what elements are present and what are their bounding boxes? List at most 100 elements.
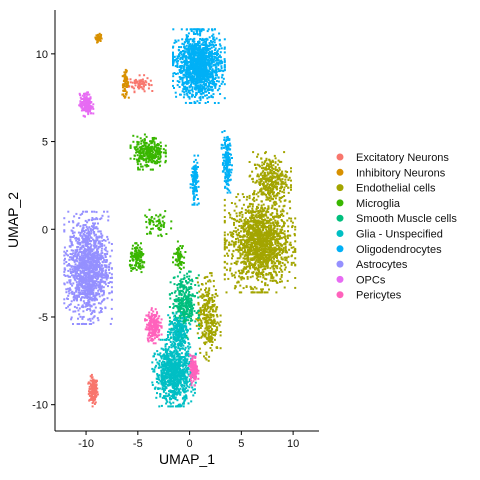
point <box>188 45 190 48</box>
point <box>142 158 145 161</box>
point <box>255 234 258 237</box>
point <box>181 317 184 320</box>
point <box>276 188 279 191</box>
point <box>257 216 260 219</box>
point <box>211 305 214 308</box>
point <box>211 294 214 297</box>
point <box>159 147 162 150</box>
point <box>243 262 246 265</box>
point <box>263 237 266 240</box>
point <box>254 242 256 245</box>
point <box>260 249 263 252</box>
point <box>129 259 131 262</box>
point <box>180 300 183 302</box>
point <box>173 345 176 348</box>
point <box>162 369 165 372</box>
point <box>247 222 250 225</box>
point <box>280 275 283 278</box>
point <box>177 299 180 302</box>
point <box>196 100 199 103</box>
point <box>248 226 251 229</box>
point <box>183 298 186 301</box>
point <box>173 298 176 301</box>
point <box>231 217 233 220</box>
point <box>176 383 179 386</box>
point <box>163 369 166 372</box>
point <box>208 325 211 328</box>
point <box>248 161 251 163</box>
point <box>233 262 236 264</box>
point <box>262 243 265 245</box>
point <box>181 290 184 292</box>
point <box>209 326 212 329</box>
point <box>268 229 271 232</box>
point <box>282 182 285 185</box>
point <box>213 318 216 321</box>
point <box>184 306 187 309</box>
point <box>161 396 164 399</box>
point <box>211 299 214 301</box>
point <box>91 379 94 382</box>
point <box>177 59 180 62</box>
point <box>182 401 185 404</box>
point <box>165 354 168 357</box>
point <box>182 278 185 280</box>
point <box>145 149 148 152</box>
point <box>276 181 279 184</box>
point <box>134 247 136 250</box>
point <box>280 180 283 183</box>
point <box>266 240 269 243</box>
point <box>238 244 241 247</box>
point <box>283 195 286 197</box>
point <box>172 378 175 381</box>
point <box>275 238 278 241</box>
point <box>199 97 202 100</box>
point <box>178 314 181 317</box>
point <box>260 224 263 227</box>
point <box>187 69 189 72</box>
point <box>162 225 165 227</box>
point <box>255 219 257 222</box>
point <box>251 198 254 201</box>
point <box>255 198 258 201</box>
point <box>288 200 291 203</box>
point <box>142 150 145 153</box>
point <box>94 381 97 384</box>
point <box>260 288 263 291</box>
point <box>173 355 176 358</box>
point <box>219 320 222 323</box>
point <box>255 167 258 169</box>
point <box>270 228 273 231</box>
point <box>264 160 267 162</box>
point <box>259 261 262 264</box>
point <box>175 380 178 383</box>
point <box>162 390 165 393</box>
point <box>209 337 211 340</box>
point <box>252 264 255 267</box>
point <box>249 210 252 213</box>
point <box>170 368 173 371</box>
point <box>215 328 218 331</box>
point <box>265 179 268 182</box>
point <box>242 257 245 260</box>
point <box>248 197 251 200</box>
point <box>190 312 193 315</box>
point <box>175 319 178 322</box>
point <box>225 268 228 271</box>
point <box>94 383 96 386</box>
point <box>263 177 266 180</box>
point <box>205 331 208 334</box>
point <box>124 85 127 88</box>
point <box>249 246 252 248</box>
point <box>265 186 268 189</box>
point <box>88 385 91 388</box>
point <box>235 238 237 240</box>
point <box>181 245 184 248</box>
point <box>250 287 253 289</box>
point <box>281 208 284 211</box>
point <box>260 200 263 203</box>
point <box>267 257 270 260</box>
point <box>253 190 256 193</box>
point <box>140 142 143 145</box>
point <box>266 188 269 191</box>
